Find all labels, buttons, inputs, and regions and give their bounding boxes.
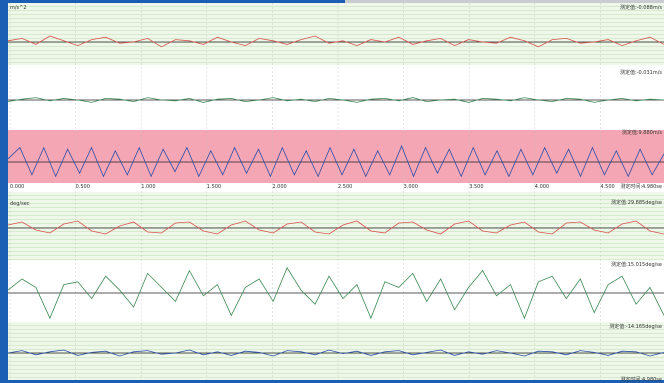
x-tick-label: 1.500 — [207, 184, 221, 190]
x-tick-label: 4.500 — [600, 184, 614, 190]
waveform — [7, 220, 664, 235]
panel-bg — [8, 260, 664, 322]
panel-bg — [8, 322, 664, 380]
left-border — [0, 0, 8, 383]
waveform — [7, 35, 664, 48]
x-tick-label: 0.500 — [76, 184, 90, 190]
axis-bg — [8, 183, 664, 192]
x-tick-label: 1.000 — [141, 184, 155, 190]
panel-bg — [8, 65, 664, 130]
reading: 测定值:-0.088m/s — [620, 4, 662, 11]
panel-bg — [8, 3, 664, 65]
x-tick-label: 3.000 — [404, 184, 418, 190]
panel-bg — [8, 130, 664, 183]
waveform — [7, 349, 664, 357]
top-border — [0, 0, 345, 3]
x-tick-label: 4.000 — [535, 184, 549, 190]
bottom-border — [0, 380, 664, 383]
unit-label: deg/sec — [10, 201, 30, 207]
reading: 测定值:15.015deg/se — [611, 261, 662, 268]
waveform — [7, 266, 664, 320]
time-label: 测定时间:4.980se — [620, 183, 662, 190]
panel-bg — [8, 192, 664, 260]
x-tick-label: 3.500 — [469, 184, 483, 190]
waveform — [7, 97, 664, 103]
time-label: 测定时间:4.980se — [620, 376, 662, 383]
reading: 测定值:-0.031m/s — [620, 69, 662, 76]
x-tick-label: 0.000 — [10, 184, 24, 190]
reading: 测定值:-14.165deg/se — [609, 323, 662, 330]
x-tick-label: 2.000 — [272, 184, 286, 190]
waveform — [7, 144, 664, 178]
x-tick-label: 2.500 — [338, 184, 352, 190]
reading: 测定值:29.885deg/se — [611, 199, 662, 206]
unit-label: m/s^2 — [10, 5, 27, 11]
reading: 测定值:9.880m/s — [622, 129, 663, 136]
